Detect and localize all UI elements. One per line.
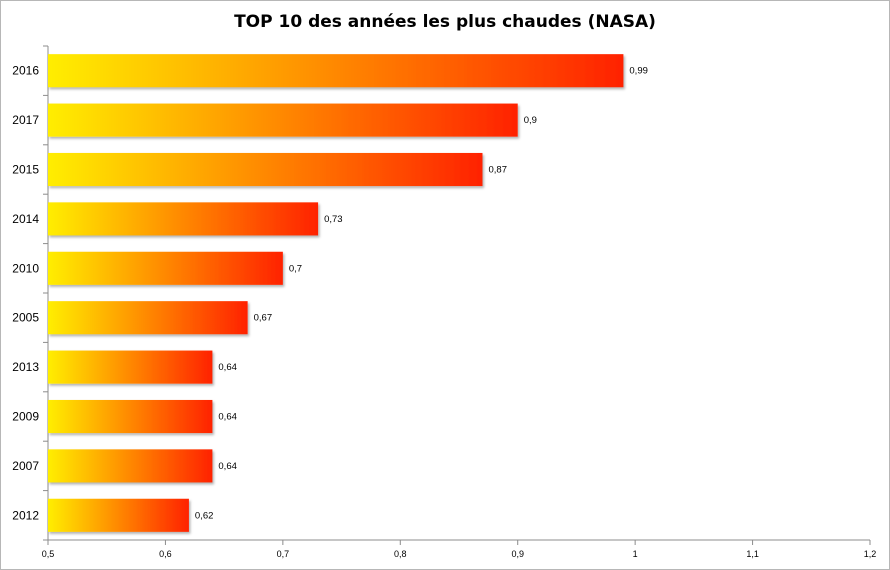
bar-2009	[48, 399, 213, 434]
data-label: 0,67	[254, 313, 273, 324]
data-label: 0,7	[289, 263, 302, 274]
data-label: 0,62	[195, 510, 214, 521]
category-label: 2005	[12, 311, 39, 325]
category-label: 2010	[12, 261, 39, 275]
category-label: 2012	[12, 508, 39, 522]
bar-2005	[48, 301, 248, 335]
x-tick-label: 0,5	[42, 549, 55, 559]
category-label: 2016	[12, 64, 39, 78]
data-label: 0,9	[524, 115, 537, 126]
x-tick-label: 1	[633, 549, 638, 559]
category-label: 2013	[12, 360, 39, 374]
x-tick-label: 0,6	[159, 549, 172, 559]
labels: 0,5 0,6 0,7 0,8 0,9 1 1,1 1,2 2016 0,99 2017 0,9 201…	[12, 64, 876, 559]
data-label: 0,73	[324, 214, 343, 225]
x-tick-label: 0,7	[277, 549, 290, 559]
x-tick-label: 1,1	[746, 549, 759, 559]
data-label: 0,64	[218, 461, 237, 472]
category-label: 2009	[12, 410, 39, 424]
category-label: 2014	[12, 212, 39, 226]
bar-2013	[48, 350, 213, 384]
chart-title: TOP 10 des années les plus chaudes (NASA…	[234, 12, 656, 32]
bar-2014	[48, 202, 319, 236]
bar-2007	[48, 449, 213, 483]
category-label: 2015	[12, 163, 39, 177]
category-label: 2007	[12, 459, 39, 473]
bar-2016	[48, 54, 624, 88]
data-label: 0,99	[629, 66, 648, 77]
data-label: 0,64	[218, 362, 237, 373]
data-label: 0,64	[218, 412, 237, 423]
x-tick-label: 1,2	[864, 549, 877, 559]
category-label: 2017	[12, 113, 39, 127]
bar-2012	[48, 498, 189, 532]
data-label: 0,87	[488, 165, 507, 176]
bars	[48, 54, 624, 532]
bar-2017	[48, 103, 518, 137]
bar-2015	[48, 152, 483, 187]
bar-2010	[48, 251, 283, 285]
x-tick-label: 0,9	[511, 549, 524, 559]
x-tick-label: 0,8	[394, 549, 407, 559]
